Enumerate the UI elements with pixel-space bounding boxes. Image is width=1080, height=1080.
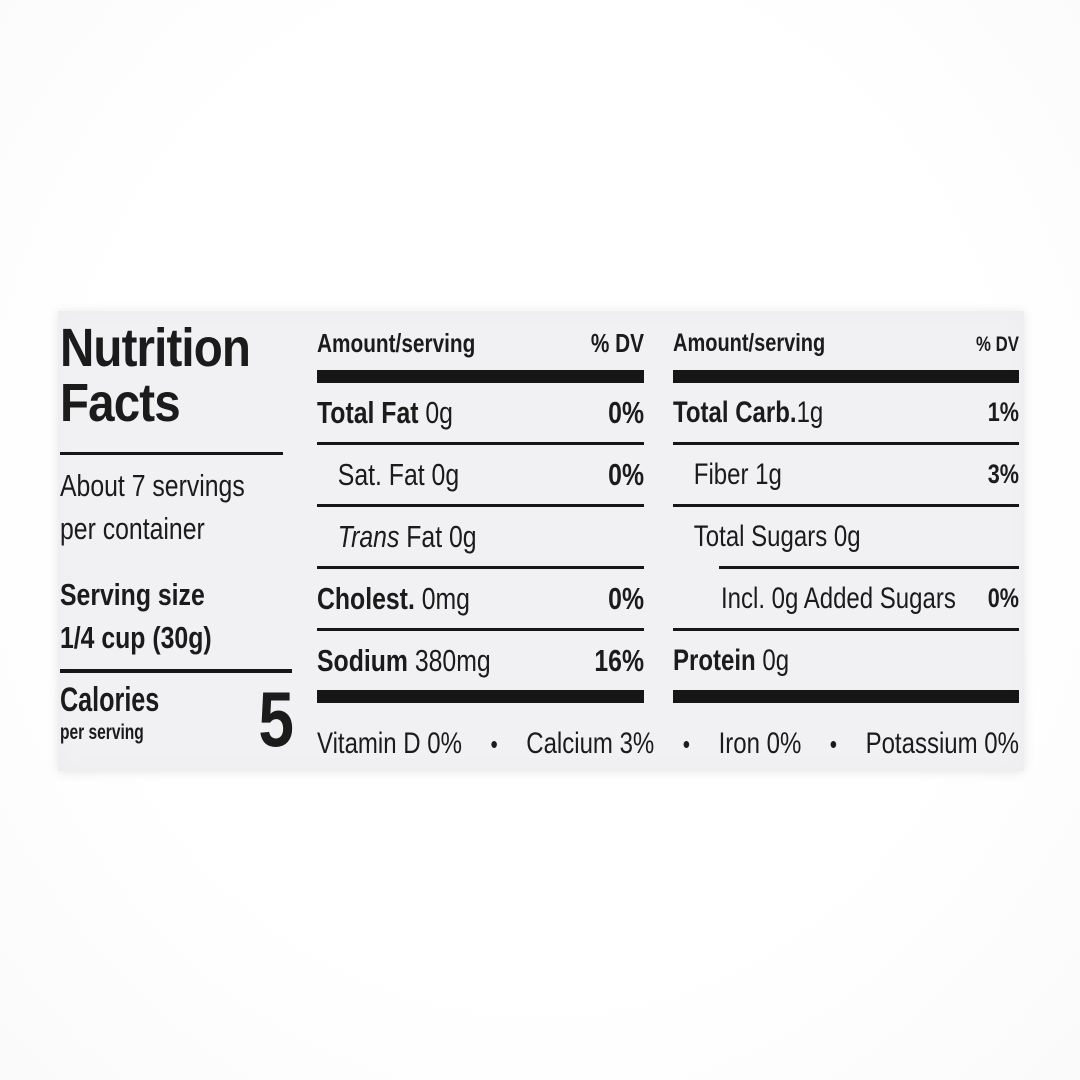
servings-line-1: About 7 servings (60, 468, 245, 503)
nutrient-row: Total Fat 0g 0% (317, 383, 644, 442)
amount-serving-header: Amount/serving (673, 329, 826, 357)
bullet-separator: • (829, 728, 838, 759)
daily-value-percent: 0% (987, 583, 1019, 613)
row-divider-rule (673, 504, 1019, 507)
nutrient-name-amount: Incl. 0g Added Sugars (721, 581, 956, 615)
daily-value-percent: 3% (987, 459, 1019, 489)
servings-line-2: per container (60, 511, 205, 546)
column-header: Amount/serving % DV (673, 328, 1019, 370)
calories-value: 5 (258, 675, 294, 763)
nutrient-rows: Total Fat 0g 0% Sat. Fat 0g 0% Trans Fat 0g C… (317, 383, 644, 690)
nutrient-name-amount: Total Carb.1g (673, 395, 824, 429)
bullet-separator: • (490, 728, 498, 759)
nutrient-row: Sat. Fat 0g 0% (317, 445, 644, 504)
percent-dv-header: % DV (976, 333, 1019, 356)
micronutrient-list: Vitamin D 0% • Calcium 3% • Iron 0% • Potassiu… (317, 725, 1019, 763)
nutrient-row: Incl. 0g Added Sugars 0% (673, 569, 1019, 628)
nutrition-label-panel: Nutrition Facts About 7 servings per con… (58, 311, 1024, 771)
column-header: Amount/serving % DV (317, 328, 644, 370)
nutrient-row: Total Sugars 0g (673, 507, 1019, 566)
row-divider-rule (673, 628, 1019, 631)
serving-size-divider-rule (60, 669, 292, 673)
micronutrient-item: Calcium 3% (526, 727, 655, 760)
nutrient-name-amount: Cholest. 0mg (317, 580, 470, 616)
serving-size-label: Serving size (60, 577, 205, 612)
serving-size-value: 1/4 cup (30g) (60, 620, 212, 655)
nutrient-column-carb-protein: Amount/serving % DV Total Carb.1g 1% Fiber… (673, 328, 1019, 703)
micronutrient-item: Iron 0% (718, 727, 802, 760)
daily-value-percent: 0% (608, 456, 644, 492)
nutrient-name-amount: Trans Fat 0g (337, 518, 477, 554)
nutrient-rows: Total Carb.1g 1% Fiber 1g 3% Total Sugars 0g… (673, 383, 1019, 690)
servings-per-container: About 7 servings per container (60, 464, 245, 550)
nutrient-name-amount: Total Fat 0g (317, 394, 453, 430)
thick-bar-bottom (317, 690, 644, 703)
daily-value-percent: 1% (987, 397, 1019, 427)
daily-value-percent: 0% (608, 394, 644, 430)
calories-per-serving-label: per serving (60, 721, 144, 744)
percent-dv-header: % DV (590, 328, 644, 358)
thick-bar-bottom (673, 690, 1019, 703)
title-divider-rule (60, 452, 283, 455)
nutrient-row: Fiber 1g 3% (673, 445, 1019, 504)
nutrient-row: Trans Fat 0g (317, 507, 644, 566)
row-divider-rule (719, 566, 1019, 569)
nutrient-column-fat-sodium: Amount/serving % DV Total Fat 0g 0% Sat. F… (317, 328, 644, 703)
row-divider-rule (317, 442, 644, 445)
nutrient-name-amount: Sat. Fat 0g (337, 456, 460, 492)
calories-label: Calories (60, 681, 160, 719)
micronutrient-strip: Vitamin D 0% • Calcium 3% • Iron 0% • Potassiu… (317, 725, 1019, 763)
serving-size: Serving size 1/4 cup (30g) (60, 573, 212, 659)
nutrient-name-amount: Total Sugars 0g (693, 519, 861, 553)
nutrition-facts-title: Nutrition Facts (60, 318, 251, 433)
micronutrient-item: Potassium 0% (865, 727, 1019, 760)
thick-bar-top (317, 370, 644, 383)
amount-serving-header: Amount/serving (317, 328, 476, 358)
nutrient-name-amount: Protein 0g (673, 643, 790, 677)
calories-block: Calories per serving (60, 681, 159, 745)
row-divider-rule (317, 504, 644, 507)
nutrient-row: Cholest. 0mg 0% (317, 569, 644, 628)
nutrient-name-amount: Fiber 1g (693, 457, 782, 491)
nutrient-row: Protein 0g (673, 631, 1019, 690)
title-line-2: Facts (60, 373, 181, 433)
daily-value-percent: 0% (608, 580, 644, 616)
nutrient-row: Sodium 380mg 16% (317, 631, 644, 690)
nutrient-row: Total Carb.1g 1% (673, 383, 1019, 442)
daily-value-percent: 16% (594, 642, 644, 678)
bullet-separator: • (682, 728, 691, 759)
title-line-1: Nutrition (60, 318, 251, 378)
row-divider-rule (673, 442, 1019, 445)
row-divider-rule (317, 566, 644, 569)
micronutrient-item: Vitamin D 0% (317, 727, 462, 760)
thick-bar-top (673, 370, 1019, 383)
nutrient-name-amount: Sodium 380mg (317, 642, 491, 678)
row-divider-rule (317, 628, 644, 631)
